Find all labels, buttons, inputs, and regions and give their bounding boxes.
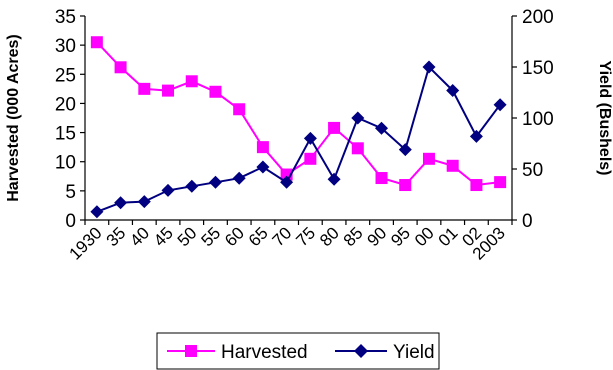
data-point-yield (232, 171, 246, 185)
data-point-yield (351, 111, 365, 125)
legend-harvested-marker (185, 345, 197, 357)
data-point-harvested (209, 85, 222, 98)
data-point-yield (446, 84, 460, 97)
data-point-harvested (162, 84, 175, 97)
data-point-harvested (185, 75, 198, 88)
axes (84, 16, 513, 221)
series-layer (90, 36, 507, 219)
right-y-tick-label: 100 (522, 109, 554, 130)
right-y-tick-label: 150 (522, 58, 554, 79)
legend-yield-label: Yield (393, 342, 435, 363)
data-point-yield (280, 175, 294, 189)
data-point-yield (90, 205, 104, 219)
data-point-yield (209, 175, 222, 189)
right-y-tick-label: 50 (522, 160, 543, 181)
data-point-yield (303, 131, 317, 145)
left-y-ticks: 0 5 10 15 20 25 30 35 (55, 7, 85, 232)
data-point-yield (327, 172, 341, 186)
left-y-tick-label: 30 (55, 36, 76, 57)
data-point-yield (161, 183, 175, 197)
data-point-yield (114, 196, 128, 210)
data-point-harvested (256, 141, 269, 154)
data-point-yield (256, 160, 270, 174)
legend: Harvested Yield (156, 332, 440, 370)
data-point-harvested (422, 152, 435, 165)
data-point-harvested (375, 172, 388, 185)
data-point-harvested (494, 176, 507, 189)
right-y-tick-label: 0 (522, 211, 533, 232)
left-y-tick-label: 20 (55, 94, 76, 115)
right-y-axis-title: Yield (Bushels) (596, 61, 613, 176)
data-point-yield (469, 129, 483, 143)
left-y-tick-label: 10 (55, 153, 76, 174)
left-y-tick-label: 0 (65, 211, 76, 232)
left-y-tick-label: 35 (55, 7, 76, 28)
legend-item-harvested: Harvested (167, 342, 308, 363)
data-point-yield (137, 195, 151, 209)
left-y-tick-label: 5 (65, 182, 76, 203)
data-point-harvested (233, 103, 246, 116)
data-point-harvested (351, 142, 364, 155)
series-line-harvested (96, 41, 501, 187)
data-point-harvested (90, 36, 103, 49)
data-point-yield (493, 98, 507, 112)
data-point-yield (185, 179, 199, 193)
legend-item-yield: Yield (335, 342, 435, 363)
data-point-harvested (399, 179, 412, 192)
right-y-tick-label: 200 (522, 7, 554, 28)
left-y-tick-label: 15 (55, 124, 76, 145)
right-y-ticks: 0 50 100 150 200 (512, 7, 554, 232)
data-point-yield (375, 121, 388, 135)
data-point-harvested (328, 121, 341, 134)
data-point-harvested (470, 179, 483, 192)
data-point-yield (398, 143, 412, 157)
legend-harvested-label: Harvested (221, 342, 308, 363)
data-point-harvested (138, 82, 151, 95)
left-y-tick-label: 25 (55, 65, 76, 86)
data-point-yield (422, 60, 436, 74)
data-point-harvested (304, 152, 317, 165)
data-point-harvested (446, 159, 459, 172)
legend-yield-marker (354, 344, 368, 358)
series-line-yield (96, 65, 501, 213)
left-y-axis-title: Harvested (000 Acres) (5, 34, 22, 202)
data-point-harvested (114, 61, 127, 74)
